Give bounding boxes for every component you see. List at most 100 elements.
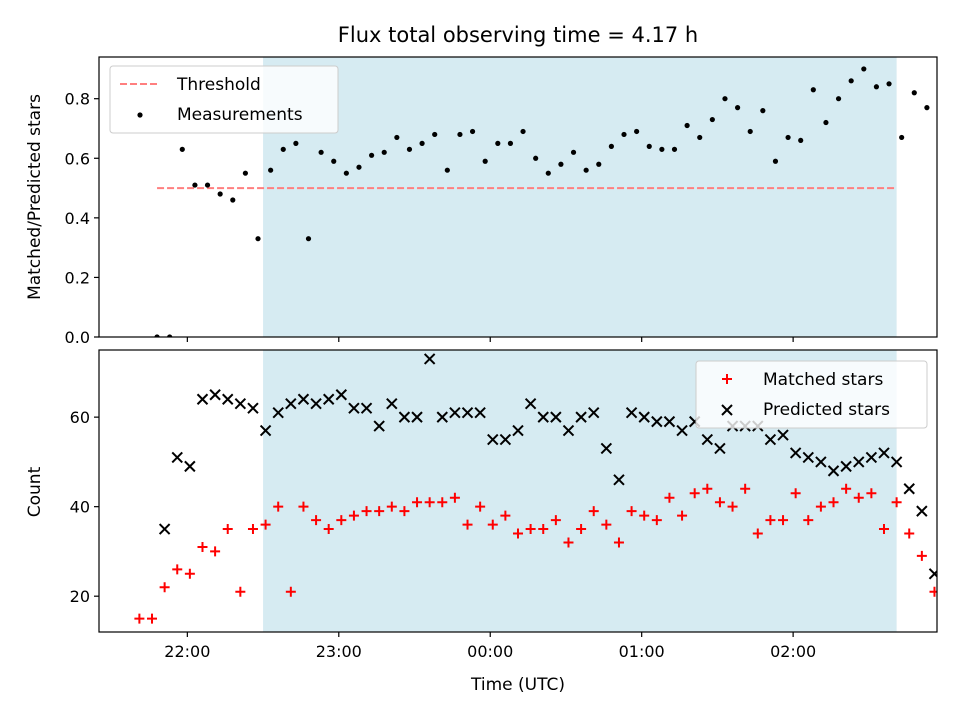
matched-stars-point bbox=[626, 506, 637, 517]
matched-stars-point bbox=[222, 524, 233, 535]
bottom-y-axis-label: Count bbox=[25, 466, 45, 517]
matched-stars-point bbox=[235, 586, 246, 597]
top-y-tick-label: 0.0 bbox=[65, 328, 90, 347]
measurement-point bbox=[217, 191, 223, 197]
legend-measurements-swatch bbox=[137, 112, 143, 118]
measurement-point bbox=[634, 128, 640, 135]
measurement-point bbox=[760, 108, 766, 114]
predicted-stars-point bbox=[512, 424, 524, 437]
top-axes-frame bbox=[98, 56, 938, 338]
bottom-legend: Matched stars Predicted stars bbox=[695, 360, 928, 429]
matched-stars-point bbox=[815, 501, 826, 512]
measurement-point bbox=[419, 140, 425, 146]
matched-stars-point bbox=[740, 483, 751, 494]
predicted-stars-point bbox=[638, 411, 650, 423]
measurement-point bbox=[621, 131, 627, 138]
predicted-stars-point bbox=[335, 389, 348, 401]
matched-stars-point bbox=[449, 492, 460, 503]
x-tick-label: 22:00 bbox=[164, 642, 210, 661]
predicted-stars-point bbox=[676, 424, 688, 437]
matched-stars-point bbox=[475, 501, 486, 512]
measurement-point bbox=[167, 334, 173, 337]
matched-stars-point bbox=[664, 492, 675, 503]
measurement-point bbox=[482, 158, 488, 164]
matched-stars-point bbox=[689, 488, 700, 499]
measurement-point bbox=[545, 170, 551, 176]
chart-title: Flux total observing time = 4.17 h bbox=[338, 23, 698, 47]
predicted-stars-point bbox=[423, 353, 436, 365]
measurement-point bbox=[835, 96, 842, 102]
matched-stars-point bbox=[853, 492, 864, 503]
predicted-stars-point bbox=[928, 568, 937, 580]
predicted-stars-point bbox=[411, 411, 423, 423]
matched-stars-point bbox=[916, 550, 927, 561]
predicted-stars-point bbox=[184, 460, 196, 473]
matched-stars-point bbox=[323, 524, 334, 535]
bottom-legend-box bbox=[695, 360, 928, 429]
measurement-point bbox=[722, 96, 728, 102]
predicted-stars-point bbox=[827, 465, 840, 477]
measurement-point bbox=[179, 146, 185, 152]
matched-stars-point bbox=[576, 524, 587, 535]
measurement-point bbox=[734, 105, 741, 111]
matched-stars-point bbox=[134, 613, 145, 624]
measurement-point bbox=[899, 134, 905, 141]
predicted-stars-point bbox=[764, 433, 777, 446]
matched-stars-point bbox=[613, 537, 624, 548]
bottom-y-tick-label: 60 bbox=[70, 408, 90, 427]
measurement-point bbox=[684, 122, 690, 129]
matched-stars-point bbox=[336, 515, 347, 526]
top-legend: Threshold Measurements bbox=[109, 65, 339, 134]
measurement-point bbox=[886, 81, 892, 87]
measurement-point bbox=[671, 146, 678, 152]
measurement-point bbox=[861, 66, 867, 72]
matched-stars-point bbox=[210, 546, 221, 557]
measurement-point bbox=[495, 140, 501, 146]
top-y-tick-label: 0.4 bbox=[65, 209, 90, 228]
measurement-point bbox=[709, 116, 715, 123]
measurement-point bbox=[873, 84, 880, 90]
measurement-point bbox=[533, 155, 539, 161]
measurement-point bbox=[230, 197, 236, 203]
predicted-stars-point bbox=[903, 483, 915, 495]
predicted-stars-point bbox=[158, 523, 171, 535]
predicted-stars-point bbox=[714, 442, 726, 455]
matched-stars-point bbox=[538, 524, 549, 535]
measurement-point bbox=[192, 182, 198, 188]
predicted-stars-point bbox=[651, 415, 663, 428]
matched-stars-point bbox=[601, 519, 612, 530]
matched-stars-point bbox=[462, 519, 473, 530]
measurement-point bbox=[394, 134, 400, 141]
matched-stars-point bbox=[273, 501, 284, 512]
measurement-point bbox=[520, 128, 526, 135]
matched-stars-point bbox=[412, 497, 423, 508]
matched-stars-point bbox=[651, 515, 662, 526]
measurement-point bbox=[646, 143, 652, 149]
predicted-stars-point bbox=[600, 442, 613, 455]
x-tick-label: 00:00 bbox=[467, 642, 513, 661]
top-panel: 0.0 0.2 0.4 0.6 0.8 Threshold Measurements bbox=[65, 56, 938, 347]
x-tick-label: 23:00 bbox=[316, 642, 362, 661]
predicted-stars-point bbox=[386, 398, 398, 410]
predicted-stars-point bbox=[613, 474, 625, 486]
matched-stars-point bbox=[765, 515, 776, 526]
predicted-stars-point bbox=[777, 429, 789, 441]
measurement-point bbox=[381, 149, 387, 155]
measurement-point bbox=[810, 87, 816, 93]
predicted-stars-point bbox=[916, 505, 928, 517]
measurement-point bbox=[444, 167, 450, 173]
measurement-point bbox=[848, 78, 854, 84]
matched-stars-point bbox=[513, 528, 523, 539]
predicted-stars-point bbox=[272, 406, 284, 419]
matched-stars-point bbox=[172, 564, 183, 575]
matched-stars-point bbox=[790, 488, 801, 499]
matched-stars-point bbox=[197, 541, 208, 552]
legend-measurements-label: Measurements bbox=[177, 105, 303, 125]
matched-stars-point bbox=[588, 506, 599, 517]
legend-predicted-label: Predicted stars bbox=[763, 400, 890, 420]
top-legend-box bbox=[109, 65, 339, 134]
predicted-stars-point bbox=[196, 393, 209, 405]
predicted-stars-point bbox=[789, 447, 802, 459]
matched-stars-point bbox=[487, 519, 498, 530]
